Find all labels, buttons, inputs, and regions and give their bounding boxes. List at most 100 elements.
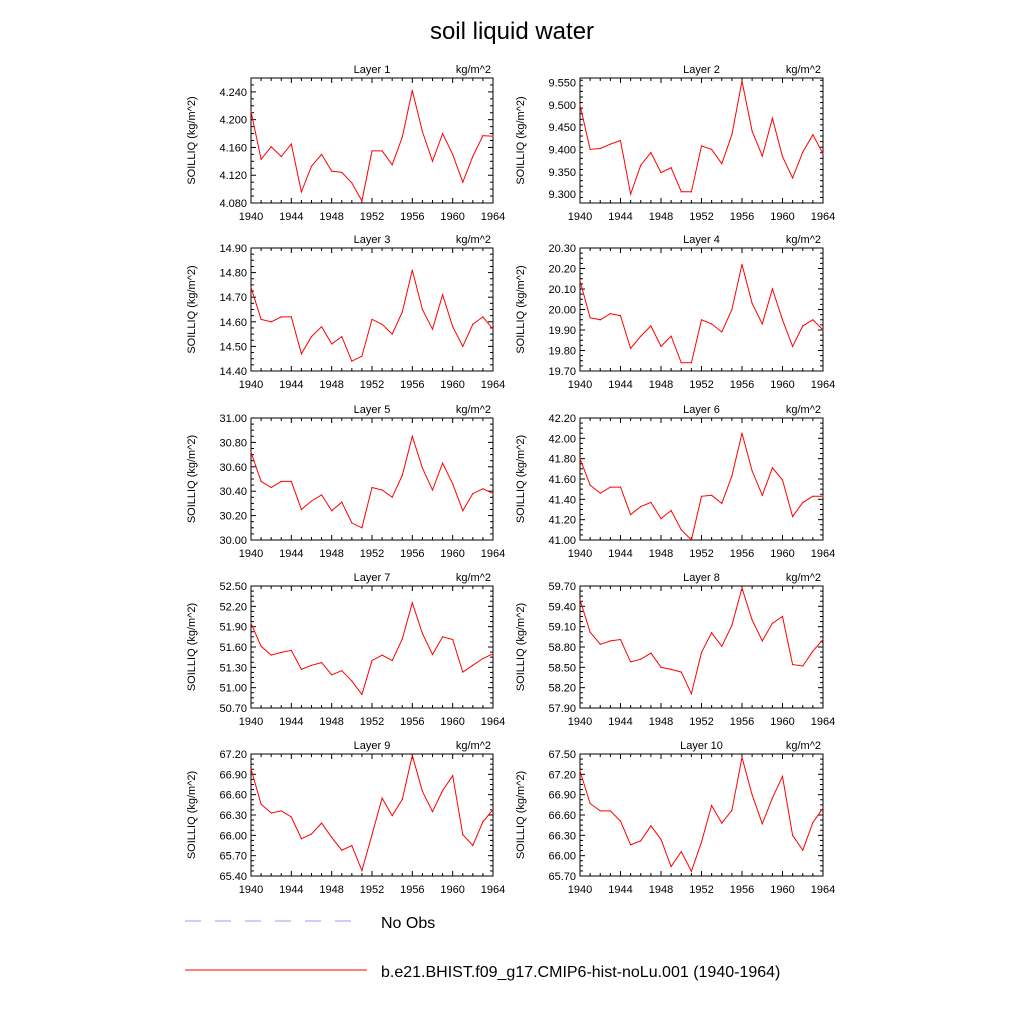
data-point	[589, 802, 591, 805]
data-point	[421, 308, 424, 311]
data-point	[411, 89, 413, 92]
data-point	[371, 834, 373, 836]
data-point	[411, 602, 413, 604]
panel-units: kg/m^2	[786, 64, 821, 76]
data-point	[472, 155, 474, 158]
data-point	[630, 513, 632, 516]
data-point	[462, 671, 464, 673]
data-point	[640, 840, 642, 842]
x-tick-label: 1940	[239, 716, 263, 728]
data-point	[381, 654, 383, 656]
data-point	[452, 483, 454, 485]
y-tick-label: 41.60	[548, 474, 576, 486]
data-point	[310, 500, 313, 502]
x-tick-label: 1944	[279, 548, 303, 560]
data-point	[341, 501, 343, 503]
y-tick-label: 30.60	[219, 462, 247, 474]
y-tick-label: 58.80	[548, 642, 576, 654]
data-point	[711, 323, 713, 325]
series-line-layer-4	[579, 264, 824, 364]
data-point	[812, 495, 814, 497]
x-tick-label: 1944	[279, 716, 303, 728]
y-tick-label: 67.20	[548, 769, 576, 781]
data-point	[260, 480, 262, 483]
y-tick-label: 51.30	[219, 662, 247, 674]
data-point	[589, 484, 591, 486]
data-point	[721, 163, 723, 165]
data-point	[660, 172, 662, 174]
data-point	[492, 493, 494, 495]
data-point	[711, 804, 713, 807]
data-point	[802, 849, 804, 851]
y-tick-label: 41.20	[548, 515, 576, 527]
data-point	[630, 844, 632, 846]
x-tick-label: 1964	[481, 548, 505, 560]
x-tick-label: 1964	[811, 379, 835, 391]
data-point	[741, 587, 743, 589]
y-tick-label: 66.30	[548, 830, 576, 842]
data-point	[680, 529, 682, 531]
data-point	[492, 808, 494, 811]
data-point	[822, 329, 824, 331]
panel-title: Layer 3	[354, 234, 391, 246]
x-tick-label: 1948	[319, 211, 343, 223]
panel-layer-8: 1940 1944 1948 1952 1956 1960 1964 57.90 58.20 58…	[515, 572, 835, 728]
data-point	[599, 147, 601, 150]
data-point	[751, 470, 753, 472]
y-tick-label: 51.60	[219, 642, 247, 654]
data-point	[320, 661, 323, 664]
data-point	[482, 316, 484, 318]
data-point	[300, 508, 303, 511]
y-axis-label: SOILLIQ (kg/m^2)	[186, 435, 198, 523]
panel-layer-7: 1940 1944 1948 1952 1956 1960 1964 50.70 51.00 51…	[186, 572, 505, 728]
x-tick-label: 1952	[689, 211, 713, 223]
data-point	[431, 160, 434, 162]
data-point	[812, 319, 814, 321]
legend-label-no-obs: No Obs	[381, 915, 435, 932]
data-point	[822, 638, 824, 641]
data-point	[452, 775, 454, 777]
data-point	[680, 362, 682, 364]
data-point	[482, 135, 484, 137]
data-point	[721, 502, 723, 504]
y-tick-label: 14.60	[219, 317, 247, 329]
data-point	[731, 809, 733, 811]
x-tick-label: 1952	[689, 884, 713, 896]
data-point	[670, 509, 672, 512]
series-line-layer-8	[579, 586, 824, 696]
data-point	[411, 269, 413, 271]
panel-units: kg/m^2	[456, 572, 491, 584]
y-tick-label: 14.90	[219, 243, 247, 255]
data-point	[431, 653, 434, 656]
data-point	[401, 798, 403, 801]
data-point	[700, 841, 703, 843]
plot-frame	[250, 247, 494, 372]
data-point	[452, 638, 454, 641]
data-point	[731, 475, 733, 477]
x-tick-label: 1960	[770, 211, 794, 223]
data-point	[280, 810, 282, 812]
data-point	[472, 844, 474, 847]
panel-units: kg/m^2	[456, 740, 491, 752]
data-point	[361, 869, 363, 872]
data-point	[771, 288, 773, 290]
data-point	[270, 321, 272, 323]
data-point	[411, 435, 413, 437]
y-tick-label: 65.40	[219, 871, 247, 883]
panel-title: Layer 6	[683, 404, 720, 416]
data-point	[690, 693, 692, 695]
y-axis-label: SOILLIQ (kg/m^2)	[186, 96, 198, 184]
data-point	[802, 665, 804, 667]
data-point	[812, 650, 814, 652]
data-point	[771, 117, 773, 119]
data-point	[472, 323, 474, 325]
plot-frame	[250, 77, 494, 204]
data-point	[700, 651, 703, 654]
panel-title: Layer 4	[683, 234, 720, 246]
x-tick-label: 1948	[319, 379, 343, 391]
y-tick-label: 67.50	[548, 749, 576, 761]
y-tick-label: 19.80	[548, 346, 576, 358]
y-tick-label: 58.20	[548, 683, 576, 695]
data-point	[290, 816, 292, 818]
y-tick-label: 65.70	[548, 871, 576, 883]
